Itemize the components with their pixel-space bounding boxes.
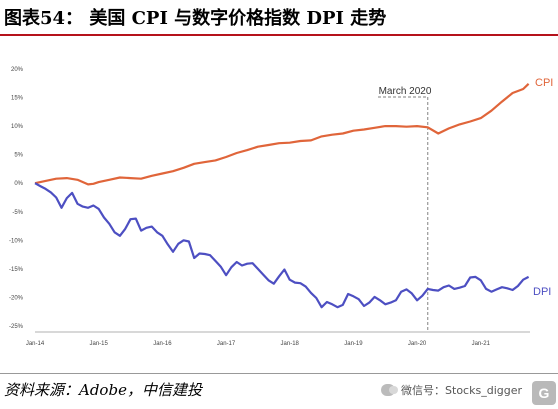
series-line-dpi — [34, 182, 530, 309]
x-tick-label: Jan-17 — [217, 341, 236, 347]
y-tick-label: -25% — [9, 324, 24, 330]
y-tick-label: 10% — [11, 124, 24, 130]
y-tick-label: -20% — [9, 295, 24, 301]
line-chart: 20% 15% 10% 5% 0% -5% -10% -15% -20% -25% Jan-14 Ja… — [9, 67, 553, 347]
x-tick-label: Jan-14 — [26, 341, 45, 347]
y-tick-label: 15% — [11, 96, 24, 102]
y-tick-label: -15% — [9, 267, 24, 273]
figure-title: 图表54： 美国 CPI 与数字价格指数 DPI 走势 — [4, 8, 387, 29]
y-tick-label: 20% — [11, 67, 24, 73]
chart-area: 20% 15% 10% 5% 0% -5% -10% -15% -20% -25% Jan-14 Ja… — [0, 38, 558, 358]
x-tick-label: Jan-16 — [153, 341, 172, 347]
x-tick-label: Jan-21 — [472, 341, 491, 347]
series-label-cpi: CPI — [535, 77, 553, 89]
wechat-icon — [381, 384, 399, 396]
x-tick-label: Jan-19 — [344, 341, 363, 347]
series-line-cpi — [34, 83, 530, 186]
figure-header: 图表54： 美国 CPI 与数字价格指数 DPI 走势 — [0, 0, 558, 36]
y-tick-label: 0% — [14, 181, 23, 187]
x-tick-label: Jan-20 — [408, 341, 427, 347]
y-tick-label: -10% — [9, 238, 24, 244]
series-label-dpi: DPI — [533, 286, 551, 298]
x-tick-label: Jan-18 — [281, 341, 300, 347]
figure-footer: 资料来源：Adobe，中信建投 微信号：Stocks_digger G — [0, 373, 558, 409]
x-tick-label: Jan-15 — [90, 341, 109, 347]
gelonghui-logo-icon: G — [532, 381, 556, 405]
watermark: 微信号：Stocks_digger — [381, 382, 522, 398]
watermark-text: 微信号：Stocks_digger — [401, 384, 522, 397]
source-note: 资料来源：Adobe，中信建投 — [4, 381, 202, 399]
y-tick-label: 5% — [14, 153, 23, 159]
y-tick-label: -5% — [12, 210, 23, 216]
annotation-label: March 2020 — [379, 86, 432, 97]
